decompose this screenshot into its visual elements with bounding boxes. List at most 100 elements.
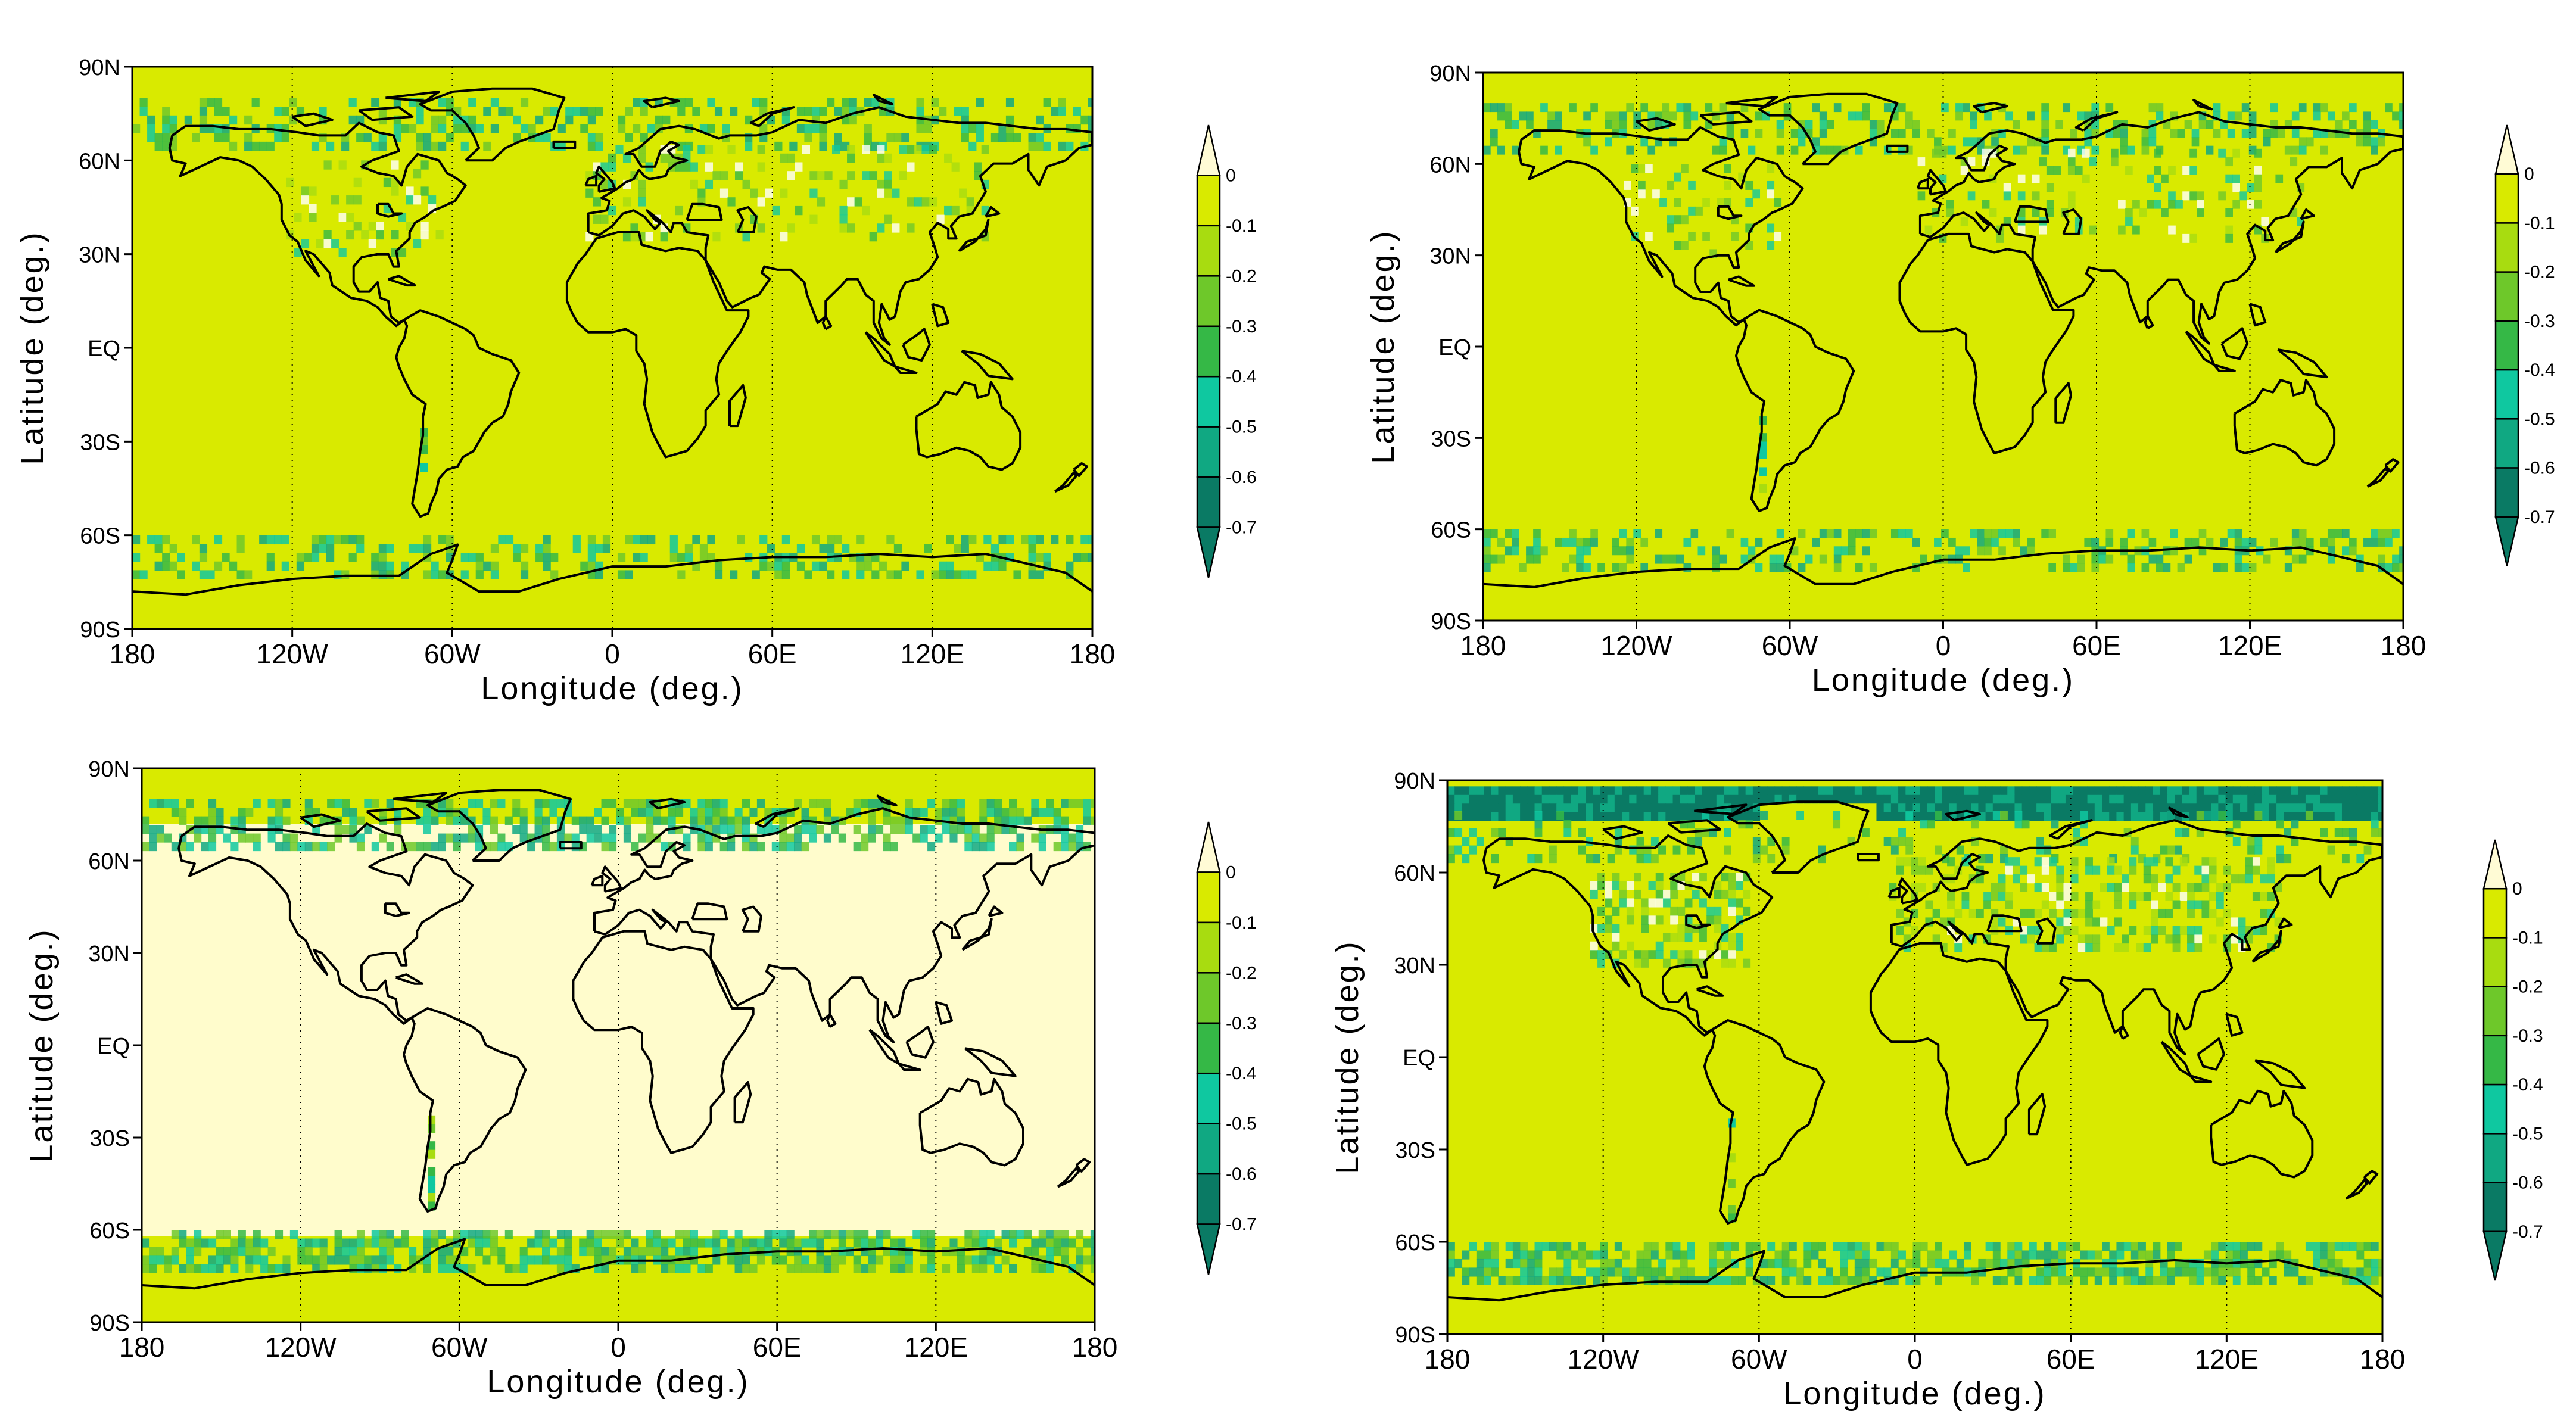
y-axis-label: Latitude (deg.) (24, 928, 60, 1162)
colorbar-label: -0.4 (1226, 1064, 1257, 1083)
colorbar-label: -0.5 (1226, 417, 1257, 437)
y-tick-label: 60N (1394, 861, 1435, 886)
y-tick-label: 90N (79, 55, 120, 80)
colorbar-label: -0.6 (2512, 1173, 2543, 1193)
map-field (142, 768, 1095, 1322)
y-tick-label: 90S (1431, 609, 1471, 634)
x-axis-label: Longitude (deg.) (487, 1364, 749, 1400)
x-tick-label: 0 (1936, 630, 1951, 661)
x-tick-label: 180 (1460, 630, 1506, 661)
colorbar: 0 -0.1 -0.2 -0.3 -0.4 -0.5 -0.6 -0.7 (1196, 124, 1257, 578)
y-tick-label: 60S (1431, 518, 1471, 543)
colorbar-label: -0.7 (1226, 1215, 1257, 1235)
colorbar-label: -0.5 (2512, 1124, 2543, 1144)
x-tick-label: 60E (748, 638, 797, 669)
colorbar-label: -0.3 (2524, 311, 2555, 331)
colorbar-label: -0.7 (1226, 518, 1257, 538)
x-tick-label: 120W (257, 638, 329, 669)
colorbar-label: 0 (1226, 862, 1236, 882)
x-tick-label: 60E (2072, 630, 2121, 661)
y-axis-label: Latitude (deg.) (1365, 229, 1401, 463)
y-tick-label: 60S (89, 1219, 130, 1244)
x-tick-label: 0 (605, 638, 620, 669)
y-tick-label: 90N (1394, 769, 1435, 794)
colorbar-label: -0.4 (1226, 367, 1257, 387)
x-tick-label: 180 (2381, 630, 2427, 661)
x-tick-label: 0 (610, 1332, 626, 1363)
colorbar-label: -0.3 (1226, 317, 1257, 337)
colorbar-label: -0.2 (1226, 963, 1257, 983)
y-tick-label: 60S (80, 524, 120, 549)
y-tick-label: 30N (1394, 954, 1435, 979)
x-tick-label: 120W (1600, 630, 1672, 661)
colorbar-label: -0.6 (1226, 468, 1257, 487)
y-tick-label: 30N (1429, 244, 1471, 269)
map-field (132, 67, 1092, 629)
y-tick-label: 90S (80, 618, 120, 643)
colorbar-label: -0.2 (1226, 266, 1257, 286)
x-tick-label: 180 (1072, 1332, 1118, 1363)
y-tick-label: EQ (97, 1034, 130, 1059)
y-tick-label: 30S (1431, 426, 1471, 451)
y-tick-label: 60N (79, 149, 120, 174)
colorbar-label: -0.1 (2512, 928, 2543, 948)
colorbar-label: -0.1 (2524, 213, 2555, 233)
colorbar-label: 0 (2512, 879, 2522, 899)
colorbar-label: -0.3 (2512, 1026, 2543, 1046)
colorbar-label: 0 (1226, 166, 1236, 185)
x-tick-label: 60E (753, 1332, 802, 1363)
map-field (1483, 73, 2403, 621)
colorbar-label: -0.1 (1226, 216, 1257, 236)
x-tick-label: 120E (2218, 630, 2282, 661)
y-tick-label: 30S (80, 430, 120, 455)
y-tick-label: 90S (1395, 1323, 1435, 1348)
colorbar-label: -0.2 (2512, 977, 2543, 997)
colorbar-label: -0.4 (2524, 360, 2555, 380)
colorbar-label: -0.4 (2512, 1075, 2543, 1095)
colorbar-label: -0.7 (2512, 1222, 2543, 1242)
x-tick-label: 0 (1907, 1344, 1923, 1375)
x-tick-label: 120W (265, 1332, 337, 1363)
x-tick-label: 180 (1425, 1344, 1471, 1375)
x-axis-label: Longitude (deg.) (481, 671, 743, 706)
colorbar: 0 -0.1 -0.2 -0.3 -0.4 -0.5 -0.6 -0.7 (2482, 839, 2543, 1281)
x-tick-label: 60W (1731, 1344, 1787, 1375)
colorbar-label: 0 (2524, 164, 2534, 184)
x-tick-label: 120E (2195, 1344, 2259, 1375)
x-tick-label: 60E (2047, 1344, 2095, 1375)
x-tick-label: 120E (904, 1332, 968, 1363)
x-tick-label: 180 (1070, 638, 1116, 669)
colorbar: 0 -0.1 -0.2 -0.3 -0.4 -0.5 -0.6 -0.7 (1196, 821, 1257, 1275)
y-tick-label: 90N (1429, 61, 1471, 86)
y-tick-label: 90N (88, 757, 130, 782)
map-field (1447, 780, 2382, 1334)
colorbar-label: -0.3 (1226, 1014, 1257, 1033)
colorbar-label: -0.6 (2524, 459, 2555, 478)
y-tick-label: 30S (89, 1126, 130, 1151)
colorbar-label: -0.2 (2524, 263, 2555, 282)
x-tick-label: 60W (424, 638, 481, 669)
colorbar-label: -0.6 (1226, 1164, 1257, 1184)
x-tick-label: 60W (431, 1332, 488, 1363)
y-axis-label: Latitude (deg.) (1329, 940, 1365, 1174)
y-tick-label: 60N (88, 849, 130, 874)
x-tick-label: 180 (110, 638, 155, 669)
x-tick-label: 180 (2360, 1344, 2406, 1375)
y-tick-label: 90S (89, 1311, 130, 1336)
y-tick-label: 30S (1395, 1138, 1435, 1163)
y-tick-label: EQ (1438, 335, 1471, 360)
colorbar-label: -0.5 (1226, 1114, 1257, 1134)
x-axis-label: Longitude (deg.) (1812, 662, 2074, 698)
x-tick-label: 120W (1568, 1344, 1640, 1375)
colorbar-label: -0.1 (1226, 913, 1257, 933)
colorbar-label: -0.5 (2524, 409, 2555, 429)
y-tick-label: EQ (1403, 1046, 1435, 1071)
x-axis-label: Longitude (deg.) (1783, 1376, 2046, 1412)
x-tick-label: 120E (901, 638, 964, 669)
y-tick-label: 60N (1429, 152, 1471, 177)
y-tick-label: 30N (88, 942, 130, 967)
